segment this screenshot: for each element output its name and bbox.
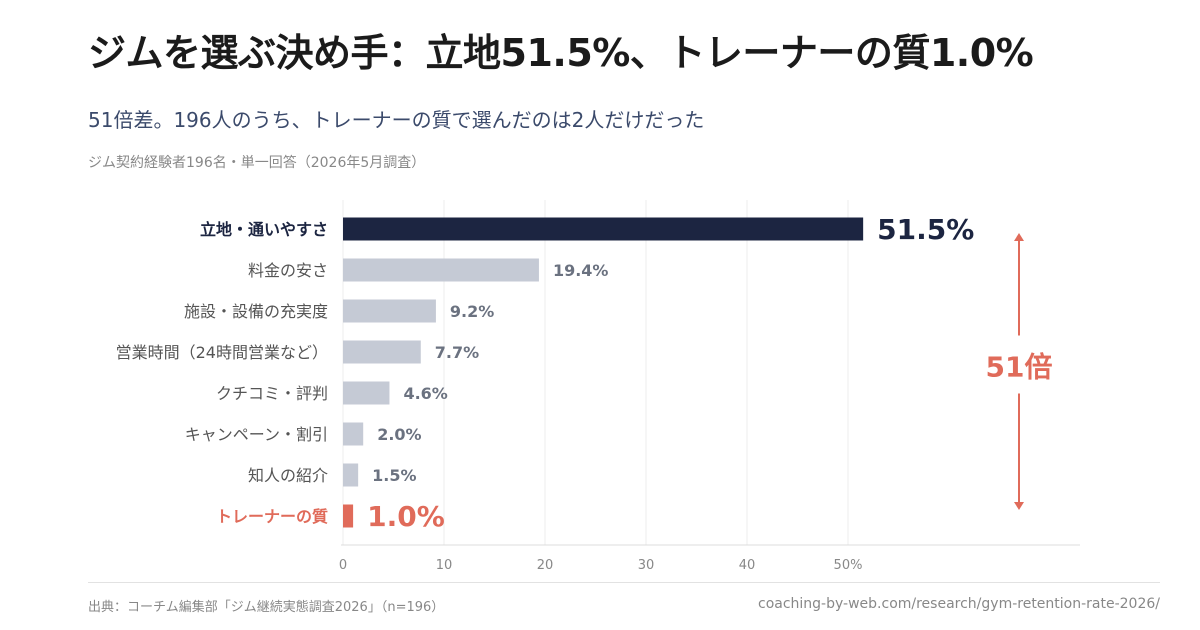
source-note: 出典：コーチム編集部「ジム継続実態調査2026」（n=196） bbox=[88, 600, 445, 615]
category-label: 知人の紹介 bbox=[248, 466, 328, 485]
value-label: 51.5% bbox=[877, 213, 974, 246]
footer-divider bbox=[88, 582, 1160, 583]
x-tick-label: 30 bbox=[638, 558, 655, 573]
category-label: 施設・設備の充実度 bbox=[184, 302, 328, 321]
arrow-head-up bbox=[1014, 233, 1024, 241]
value-label: 7.7% bbox=[435, 343, 479, 362]
category-label: 営業時間（24時間営業など） bbox=[116, 343, 328, 362]
x-tick-label: 20 bbox=[537, 558, 554, 573]
x-tick-label: 50% bbox=[834, 558, 863, 573]
bar bbox=[343, 299, 436, 323]
bar bbox=[343, 217, 864, 241]
arrow-head-down bbox=[1014, 502, 1024, 510]
category-label: トレーナーの質 bbox=[216, 507, 328, 526]
page-title: ジムを選ぶ決め手：立地51.5%、トレーナーの質1.0% bbox=[88, 31, 1034, 75]
bar bbox=[343, 504, 354, 528]
bar bbox=[343, 340, 421, 364]
value-label: 1.0% bbox=[367, 500, 445, 533]
x-tick-label: 40 bbox=[739, 558, 756, 573]
bar bbox=[343, 463, 359, 487]
page-subtitle: 51倍差。196人のうち、トレーナーの質で選んだのは2人だけだった bbox=[88, 108, 705, 132]
survey-caption: ジム契約経験者196名・単一回答（2026年5月調査） bbox=[88, 155, 426, 171]
category-label: 立地・通いやすさ bbox=[200, 220, 328, 239]
value-label: 2.0% bbox=[377, 425, 421, 444]
value-label: 9.2% bbox=[450, 302, 494, 321]
bar bbox=[343, 381, 390, 405]
bar bbox=[343, 422, 364, 446]
bar bbox=[343, 258, 539, 282]
x-tick-label: 0 bbox=[339, 558, 347, 573]
category-label: キャンペーン・割引 bbox=[185, 425, 328, 444]
category-label: 料金の安さ bbox=[248, 261, 328, 280]
value-label: 19.4% bbox=[553, 261, 609, 280]
value-label: 4.6% bbox=[403, 384, 447, 403]
value-label: 1.5% bbox=[372, 466, 416, 485]
x-tick-label: 10 bbox=[436, 558, 453, 573]
source-url[interactable]: coaching-by-web.com/research/gym-retenti… bbox=[758, 596, 1160, 612]
bar-chart: 0 10 20 30 40 50% 立地・通いやすさ 51.5% 料金の安さ 19.4% 施設・設備… bbox=[116, 200, 1080, 573]
category-label: クチコミ・評判 bbox=[216, 384, 328, 403]
ratio-annotation: 51倍 bbox=[986, 351, 1053, 384]
